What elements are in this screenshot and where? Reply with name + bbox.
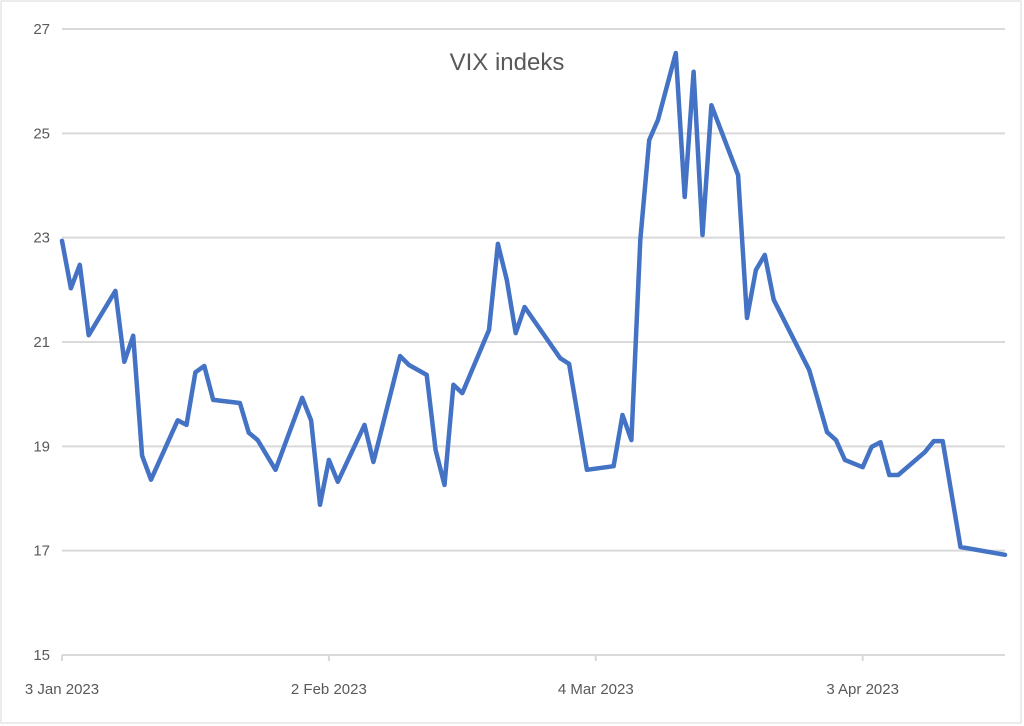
x-tick-label: 2 Feb 2023 bbox=[291, 681, 367, 698]
chart-title: VIX indeks bbox=[450, 49, 565, 76]
y-tick-label: 25 bbox=[33, 125, 50, 142]
y-tick-label: 15 bbox=[33, 647, 50, 664]
x-tick-label: 3 Jan 2023 bbox=[25, 681, 99, 698]
x-tick-label: 3 Apr 2023 bbox=[826, 681, 899, 698]
y-tick-label: 17 bbox=[33, 543, 50, 560]
y-tick-label: 27 bbox=[33, 21, 50, 38]
series bbox=[59, 50, 1008, 558]
x-tick-label: 4 Mar 2023 bbox=[558, 681, 634, 698]
x-axis: 3 Jan 2023 2 Feb 2023 4 Mar 2023 3 Apr 2023 bbox=[25, 654, 1005, 698]
y-axis: 15 17 19 21 23 25 27 bbox=[33, 21, 50, 664]
y-tick-label: 19 bbox=[33, 438, 50, 455]
y-tick-label: 21 bbox=[33, 334, 50, 351]
gridlines bbox=[62, 28, 1005, 552]
y-tick-label: 23 bbox=[33, 230, 50, 247]
series-line bbox=[59, 50, 1008, 558]
